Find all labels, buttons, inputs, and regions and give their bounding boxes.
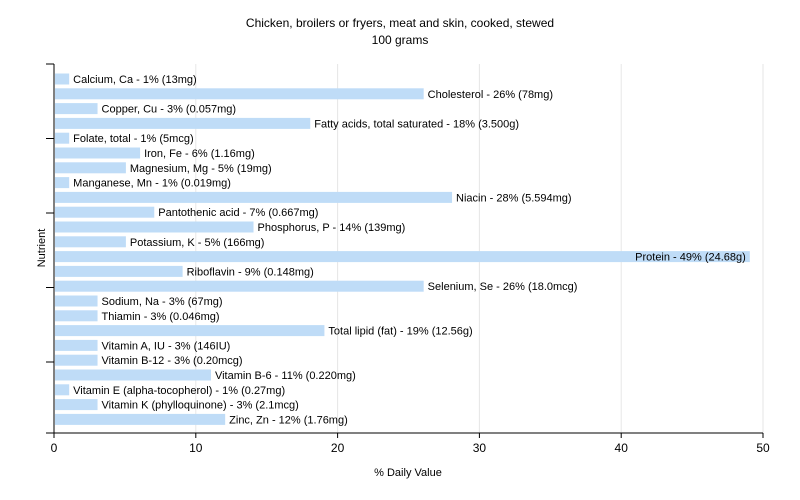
bar-label: Vitamin B-6 - 11% (0.220mg) [215, 370, 356, 382]
x-tick-label: 50 [756, 441, 770, 455]
bar-label: Fatty acids, total saturated - 18% (3.50… [314, 118, 519, 130]
bar-label: Potassium, K - 5% (166mg) [130, 237, 265, 249]
x-tick-label: 20 [331, 441, 345, 455]
bar-vitamin-e-alpha-tocopherol [55, 384, 70, 396]
bar-label: Vitamin A, IU - 3% (146IU) [102, 340, 231, 352]
text-layer: Chicken, broilers or fryers, meat and sk… [36, 16, 554, 479]
bar-thiamin [55, 310, 98, 322]
bar-label: Total lipid (fat) - 19% (12.56g) [328, 326, 472, 338]
bar-pantothenic-acid [55, 206, 155, 218]
x-tick-label: 0 [51, 441, 58, 455]
bar-magnesium-mg [55, 162, 126, 174]
bar-label: Sodium, Na - 3% (67mg) [102, 296, 223, 308]
x-tick-label: 30 [473, 441, 487, 455]
bar-label: Pantothenic acid - 7% (0.667mg) [158, 207, 318, 219]
bar-zinc-zn [55, 413, 226, 425]
bar-total-lipid-fat [55, 325, 325, 337]
bar-label: Copper, Cu - 3% (0.057mg) [102, 104, 237, 116]
bar-label: Vitamin B-12 - 3% (0.20mcg) [102, 355, 243, 367]
bar-niacin [55, 191, 453, 203]
bar-selenium-se [55, 280, 424, 292]
bar-label: Niacin - 28% (5.594mg) [456, 192, 572, 204]
bar-label: Magnesium, Mg - 5% (19mg) [130, 163, 272, 175]
bar-phosphorus-p [55, 221, 254, 233]
bar-vitamin-k-phylloquinone [55, 399, 98, 411]
bar-label: Protein - 49% (24.68g) [635, 252, 746, 264]
bar-label: Vitamin K (phylloquinone) - 3% (2.1mcg) [102, 400, 299, 412]
bar-fatty-acids-total-saturated [55, 117, 311, 129]
bar-label: Iron, Fe - 6% (1.16mg) [144, 148, 255, 160]
bar-label: Phosphorus, P - 14% (139mg) [258, 222, 406, 234]
bar-label: Selenium, Se - 26% (18.0mcg) [428, 281, 578, 293]
x-tick-label: 40 [615, 441, 629, 455]
bar-folate-total [55, 132, 70, 144]
bar-vitamin-b-12 [55, 354, 98, 366]
chart-subtitle: 100 grams [372, 33, 429, 47]
bar-vitamin-b-6 [55, 369, 211, 381]
bar-label: Calcium, Ca - 1% (13mg) [73, 74, 196, 86]
bar-sodium-na [55, 295, 98, 307]
bar-manganese-mn [55, 177, 70, 189]
bar-iron-fe [55, 147, 141, 159]
bar-protein [55, 251, 750, 263]
bar-copper-cu [55, 103, 98, 115]
bar-label: Cholesterol - 26% (78mg) [428, 89, 553, 101]
axis-layer: 0 10 20 30 40 50 [46, 63, 770, 455]
bar-label: Vitamin E (alpha-tocopherol) - 1% (0.27m… [73, 385, 285, 397]
bar-riboflavin [55, 265, 183, 277]
bar-label: Riboflavin - 9% (0.148mg) [187, 266, 314, 278]
x-axis-title: % Daily Value [374, 467, 442, 479]
bar-label: Manganese, Mn - 1% (0.019mg) [73, 178, 231, 190]
bar-cholesterol [55, 88, 424, 100]
chart-title: Chicken, broilers or fryers, meat and sk… [246, 16, 554, 30]
bar-calcium-ca [55, 73, 70, 85]
bar-potassium-k [55, 236, 126, 248]
bar-vitamin-a-iu [55, 339, 98, 351]
bar-label: Thiamin - 3% (0.046mg) [102, 311, 220, 323]
bar-layer: Calcium, Ca - 1% (13mg) Cholesterol - 26%… [55, 73, 750, 426]
bar-label: Zinc, Zn - 12% (1.76mg) [229, 414, 348, 426]
bar-label: Folate, total - 1% (5mcg) [73, 133, 193, 145]
x-tick-label: 10 [189, 441, 203, 455]
y-axis-title: Nutrient [36, 229, 48, 268]
